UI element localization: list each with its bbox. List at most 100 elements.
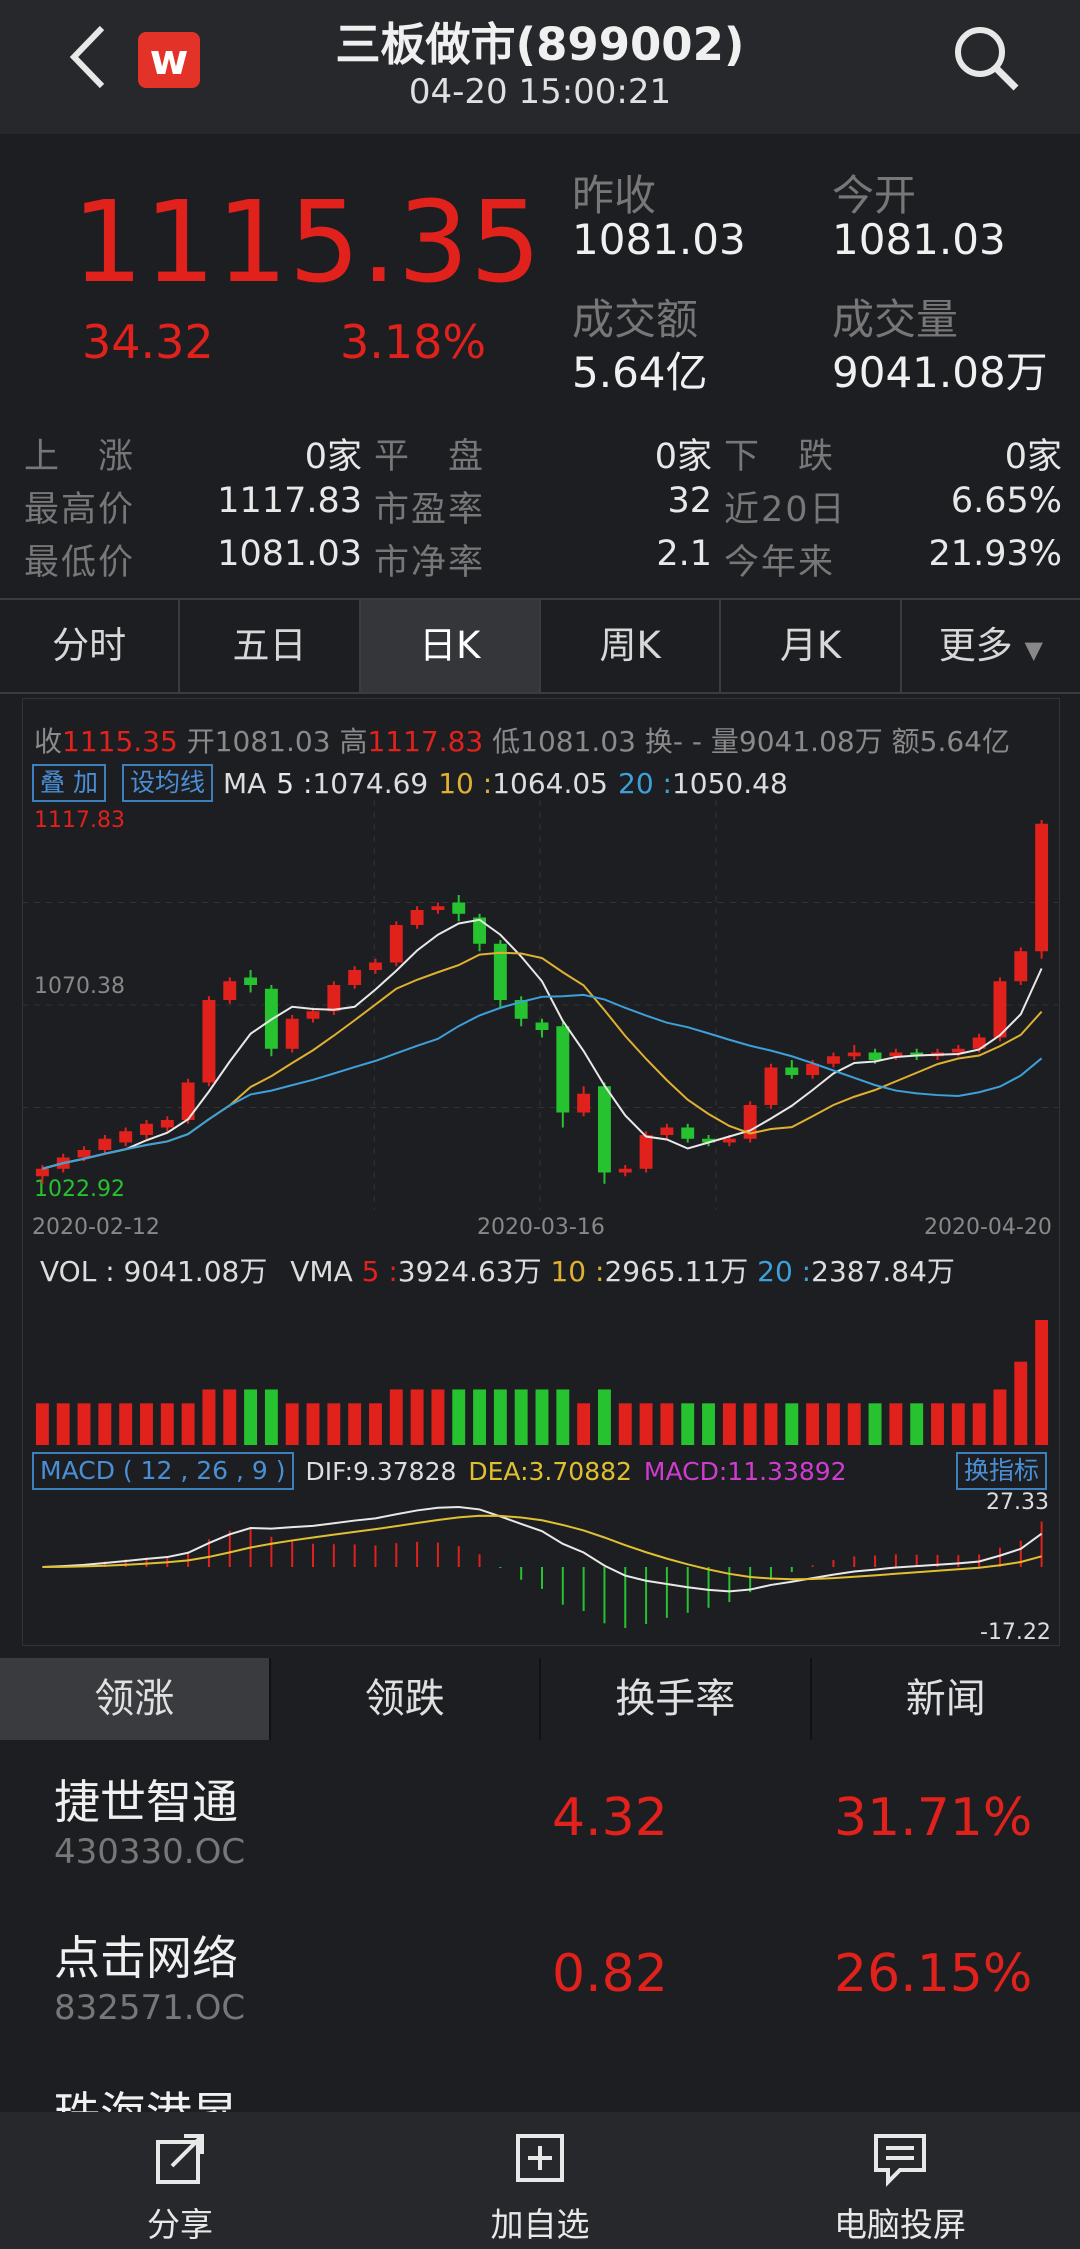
volume-bar [264,1389,278,1445]
current-price: 1115.35 [72,178,543,308]
candle [577,1086,591,1117]
price-change: 34.32 [82,315,214,369]
candle [202,996,216,1087]
pc-cast-label: 电脑投屏 [834,2205,966,2244]
tab-more[interactable]: 更多 ▼ [902,600,1080,692]
volume-bar [1035,1320,1049,1445]
stock-name[interactable]: 点击网络 [54,1931,238,1985]
candle [639,1131,653,1173]
tab-monthly-k[interactable]: 月K [721,600,902,692]
candle [597,1082,611,1184]
macd-label: MACD: [643,1456,728,1486]
add-watchlist-button[interactable]: 加自选 [360,2112,720,2249]
candle [743,1101,757,1143]
candle [847,1045,861,1060]
dif-label: DIF: [305,1456,354,1486]
pc-cast-button[interactable]: 电脑投屏 [720,2112,1080,2249]
open-label: 今开 [832,171,917,220]
ma10-line [42,951,1043,1170]
stat-label: 近20日 [724,490,847,530]
ma10-value: 1064.05 [492,766,608,800]
macd-settings-button[interactable]: MACD ( 12 , 26 , 9 ) [32,1452,294,1490]
ohlc-bar: 收1115.35 开1081.03 高1117.83 低1081.03 换- -… [34,720,1010,760]
back-icon[interactable] [64,22,114,92]
overlay-button[interactable]: 叠 加 [32,764,106,802]
volume-bar [327,1403,341,1445]
volume-value: 9041.08万 [832,348,1048,397]
stock-change: 4.32 [552,1788,668,1848]
vol-label: 量 [710,725,739,758]
volume-bar [160,1403,174,1445]
candle [556,1022,570,1128]
volume-bar [910,1403,924,1445]
volume-bar [431,1389,445,1445]
volume-bar [514,1389,528,1445]
volume-bar [535,1389,549,1445]
stock-name[interactable]: 捷世智通 [54,1775,238,1829]
tab-more-label: 更多 [938,624,1013,667]
dif-value: 9.37828 [353,1456,457,1486]
candlestick-plot[interactable] [22,800,1058,1210]
stat-value: 32 [667,481,712,521]
candle [160,1116,174,1132]
tab-news[interactable]: 新闻 [905,1676,986,1722]
dea-value: 3.70882 [528,1456,632,1486]
dea-label: DEA: [468,1456,529,1486]
stat-value: 0家 [654,437,712,477]
stat-label: 最高价 [24,490,136,530]
vma5-label: 5 : [361,1255,398,1288]
open-label: 开 [186,725,215,758]
candle [181,1078,195,1124]
stock-change-pct: 31.71% [834,1788,1033,1848]
message-icon [874,2134,926,2187]
volume-bar [119,1403,133,1445]
volume-label: 成交量 [832,295,959,344]
search-icon[interactable] [950,22,1022,94]
volume-bar [35,1403,49,1445]
open-value: 1081.03 [214,725,331,758]
candle [764,1063,778,1109]
add-icon [516,2134,564,2182]
stock-code: 832571.OC [54,1988,246,2028]
close-value: 1115.35 [62,725,178,758]
volume-bar [556,1389,570,1445]
tab-intraday[interactable]: 分时 [0,600,181,692]
dea-line [42,1514,1042,1581]
volume-bar [244,1389,258,1445]
share-button[interactable]: 分享 [0,2112,360,2249]
volume-bar [493,1389,507,1445]
low-label: 低 [492,725,521,758]
volume-bar [181,1403,195,1445]
macd-plot[interactable] [22,1495,1058,1640]
volume-bar [972,1403,986,1445]
tab-five-day[interactable]: 五日 [180,600,361,692]
vma10-value: 2965.11万 [604,1255,749,1288]
kline-chart[interactable] [22,698,1060,1646]
tab-top-gainers[interactable]: 领涨 [0,1658,271,1740]
stat-value: 0家 [304,437,362,477]
ma10-label: 10 : [438,766,493,800]
brand-logo: w [138,32,200,88]
candle [618,1165,632,1177]
bottom-toolbar: 分享 加自选 电脑投屏 [0,2112,1080,2249]
tab-top-losers[interactable]: 领跌 [271,1658,541,1740]
candle [660,1123,674,1139]
ma5-value: 1074.69 [312,766,429,800]
volume-bar [473,1389,487,1445]
volume-bar [868,1403,882,1445]
switch-indicator-button[interactable]: 换指标 [956,1452,1048,1490]
candle [785,1060,799,1079]
open-value: 1081.03 [832,215,1006,264]
tab-turnover-rate[interactable]: 换手率 [541,1658,812,1740]
stat-label: 平 盘 [374,437,486,477]
candle [348,966,362,989]
price-change-pct: 3.18% [340,315,487,369]
volume-bar [202,1389,216,1445]
tab-daily-k[interactable]: 日K [360,600,541,692]
ma-settings-button[interactable]: 设均线 [121,764,213,802]
amt-value: 5.64亿 [919,725,1010,758]
volume-bar [223,1389,237,1445]
volume-plot[interactable] [22,1300,1058,1445]
turnover-label: 成交额 [572,295,699,344]
tab-weekly-k[interactable]: 周K [541,600,722,692]
